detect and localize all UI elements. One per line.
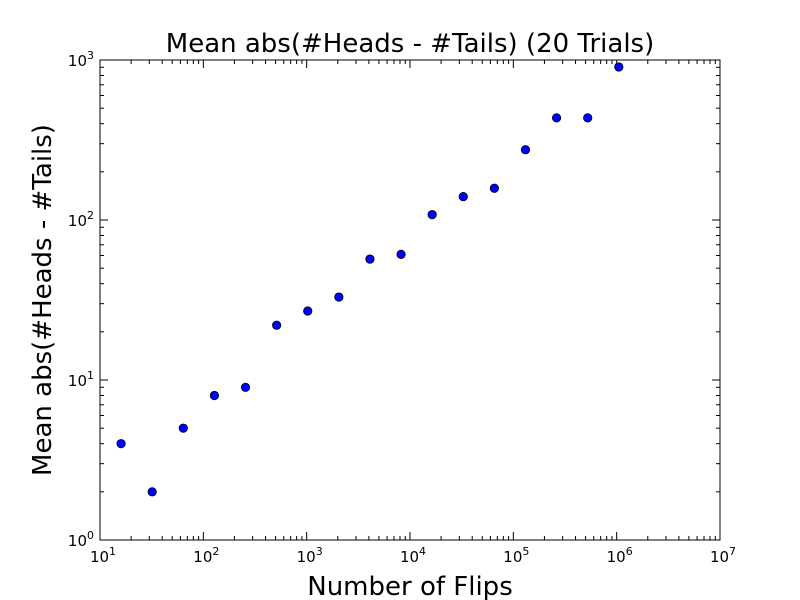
x-axis-label: Number of Flips	[307, 572, 513, 600]
y-tick-label: 103	[68, 49, 94, 70]
x-tick-label: 102	[193, 545, 219, 566]
data-point	[614, 62, 624, 72]
major-ticks	[99, 59, 721, 541]
data-point	[489, 183, 499, 193]
x-tick-label: 107	[710, 545, 736, 566]
y-tick-label: 102	[68, 209, 94, 230]
x-tick-label: 104	[400, 545, 426, 566]
data-point	[209, 390, 220, 401]
y-axis-label: Mean abs(#Heads - #Tails)	[28, 124, 58, 476]
x-tick-label: 101	[90, 545, 116, 566]
data-point	[240, 382, 251, 392]
data-point	[551, 113, 562, 123]
data-point	[272, 320, 282, 330]
data-point	[583, 113, 593, 123]
data-point	[520, 145, 531, 155]
chart-title: Mean abs(#Heads - #Tails) (20 Trials)	[166, 29, 654, 59]
plot-area	[99, 59, 721, 541]
y-tick-labels: 100 101 102 103	[68, 49, 94, 550]
data-point	[147, 487, 157, 497]
data-point	[303, 306, 313, 316]
minor-ticks	[100, 60, 720, 540]
data-point	[334, 292, 344, 302]
y-tick-label: 100	[68, 529, 94, 550]
x-tick-labels: 101 102 103 104 105 106 107	[90, 545, 736, 566]
data-points	[116, 62, 624, 497]
x-tick-label: 103	[297, 545, 323, 566]
data-point	[458, 192, 468, 202]
data-point	[116, 439, 126, 449]
data-point	[178, 423, 188, 433]
data-point	[396, 249, 406, 259]
x-tick-label: 106	[607, 545, 633, 566]
data-point	[365, 254, 375, 264]
y-tick-label: 101	[68, 369, 94, 390]
data-point	[427, 210, 437, 220]
x-tick-label: 105	[503, 545, 529, 566]
